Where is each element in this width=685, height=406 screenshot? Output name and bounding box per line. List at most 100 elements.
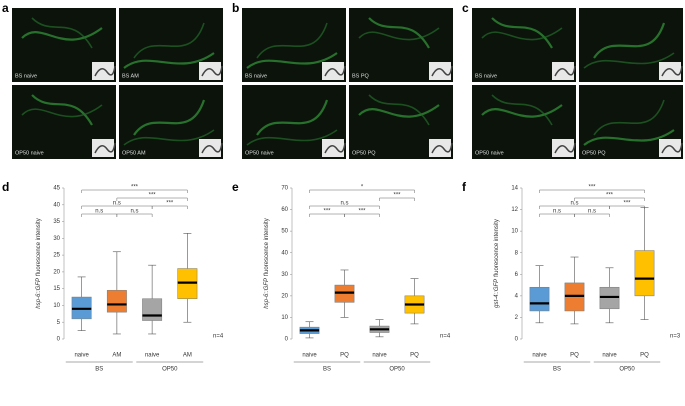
y-axis-label: hsp-6::GFP fluorescence intensity [264,218,270,308]
inset [92,62,114,80]
group-label: BS [553,367,561,373]
note: n=4 [440,334,451,340]
sig-bracket [309,205,380,209]
micrograph-label: OP50 naive [245,150,274,156]
group-label: BS [323,367,331,373]
y-tick-label: 60 [281,207,288,213]
y-tick-label: 10 [53,303,60,309]
box [106,290,127,313]
y-tick-label: 40 [281,250,288,256]
y-label-text: fluorescence intensity [36,218,42,276]
inset-worm [431,142,453,154]
inset-worm [94,65,116,77]
worm [491,17,553,49]
sig-bracket [539,189,645,193]
inset-worm [661,142,683,154]
inset-worm [94,142,116,154]
group-label: OP50 [619,367,635,373]
sig-label: *** [149,193,157,199]
inset-worm [324,142,346,154]
micrograph-label: OP50 naive [15,150,44,156]
x-tick-label: PQ [640,353,649,359]
sig-label: n.s [113,201,121,207]
y-axis-label: hsp-6::GFP fluorescence intensity [36,218,42,308]
y-label-text: fluorescence intensity [264,218,270,276]
worm [133,22,205,59]
sig-label: *** [358,209,366,215]
worm [133,99,206,136]
note: n=3 [670,334,681,340]
sig-label: n.s [95,209,103,215]
panel-letter: e [232,180,239,194]
inset-worm [661,65,683,77]
sig-label: n.s [340,201,348,207]
worm [593,99,665,136]
sig-label: *** [588,185,596,191]
y-tick-label: 10 [511,229,518,235]
sig-label: *** [606,193,614,199]
inset-worm [201,65,223,77]
sig-bracket [379,197,415,201]
inset-worm [201,142,223,154]
worm [491,94,553,126]
micrograph-label: BS PQ [352,73,370,79]
inset [659,62,681,80]
sig-label: n.s [570,201,578,207]
inset [322,139,344,157]
x-tick-label: naive [74,353,89,359]
worm [123,52,215,69]
sig-bracket [81,189,188,193]
sig-label: *** [131,185,139,191]
x-tick-label: PQ [410,353,419,359]
sig-label: *** [166,201,174,207]
micrograph-label: BS naive [475,73,497,79]
y-tick-label: 40 [53,202,60,208]
y-tick-label: 5 [57,320,61,326]
sig-bracket [539,205,610,209]
worm [31,17,93,49]
worm [31,94,93,126]
y-tick-label: 20 [53,269,60,275]
y-tick-label: 20 [281,293,288,299]
y-tick-label: 14 [511,186,518,192]
panel-letter: b [232,1,239,15]
worm [246,129,338,146]
panel-letter: d [2,180,9,194]
worm [583,52,675,69]
sig-label: n.s [588,209,596,215]
micrograph-label: OP50 naive [475,150,504,156]
panel-letter: a [2,1,9,15]
panel-letter: f [462,180,467,194]
y-label-gene: hsp-6::GFP [36,278,42,309]
inset [199,139,221,157]
inset-worm [554,65,576,77]
micrograph-label: OP50 PQ [352,150,376,156]
worm [21,27,103,41]
sig-bracket [116,197,188,201]
sig-label: *** [323,209,331,215]
worm [123,129,215,146]
inset [429,139,451,157]
y-tick-label: 15 [53,286,60,292]
sig-bracket [81,205,153,209]
worm [21,104,103,118]
sig-bracket [344,213,380,217]
sig-label: * [361,185,364,191]
inset [199,62,221,80]
worm [358,27,440,41]
inset [659,139,681,157]
micrograph-label: OP50 PQ [582,150,606,156]
y-tick-label: 70 [281,186,288,192]
worm [256,22,328,59]
x-tick-label: AM [112,353,121,359]
y-tick-label: 25 [53,253,60,259]
worm [256,99,329,136]
sig-label: *** [623,201,631,207]
micrograph-label: BS naive [15,73,37,79]
box [529,286,550,312]
sig-label: n.s [553,209,561,215]
sig-bracket [574,197,645,201]
y-axis-label: gst-4::GFP fluorescence intensity [494,219,500,308]
inset [429,62,451,80]
